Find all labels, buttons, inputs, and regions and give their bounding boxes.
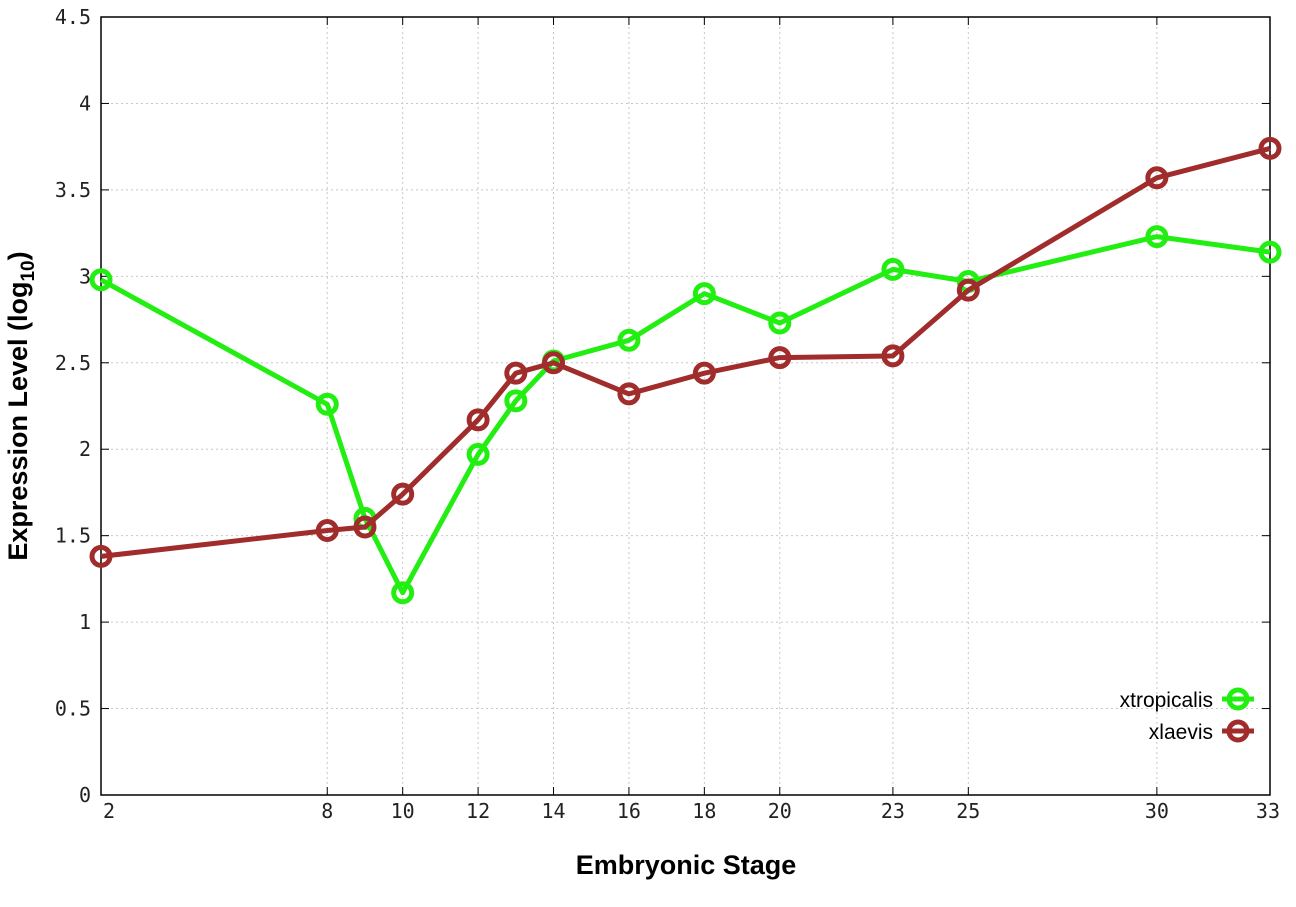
data-point [391,482,415,506]
x-tick-label: 16 [617,799,641,823]
series-line [100,145,1271,559]
x-tick-label: 23 [881,799,905,823]
data-point [617,382,641,406]
data-point [542,351,566,375]
y-tick-label: 1 [79,610,91,634]
data-point [466,408,490,432]
legend-marker-sample [1226,719,1250,743]
y-tick-label: 4 [79,91,91,115]
y-tick-label: 2 [79,437,91,461]
grid-lines [101,17,1270,795]
data-point [504,389,528,413]
y-tick-label: 3.5 [55,178,91,202]
x-tick-label: 18 [692,799,716,823]
y-tick-label: 4.5 [55,5,91,29]
legend-label: xlaevis [1149,721,1213,744]
data-point [504,361,528,385]
axis-ticks: 0 0.5 1 1.5 2 2.5 3 3.5 4 4.5 2 8 10 12 14 16 18 20 23 25 30… [55,5,1280,823]
data-point [881,257,905,281]
y-axis-title-main: Expression Level (log [3,282,33,561]
data-point [1145,225,1169,249]
x-tick-label: 8 [321,799,333,823]
x-tick-label: 10 [391,799,415,823]
y-axis-title-subscript: 10 [18,260,39,281]
series-xlaevis [89,136,1282,568]
data-point [353,515,377,539]
y-axis-title-close: ) [3,251,33,260]
data-point [315,518,339,542]
x-tick-label: 12 [466,799,490,823]
data-point [881,344,905,368]
y-tick-label: 1.5 [55,524,91,548]
y-tick-label: 0 [79,783,91,807]
data-point [768,346,792,370]
series-line [99,234,1271,596]
x-axis-title: Embryonic Stage [576,850,797,880]
x-tick-label: 30 [1145,799,1169,823]
data-point [692,282,716,306]
legend-marker-sample [1226,687,1250,711]
data-point [956,278,980,302]
data-point [89,544,113,568]
legend-label: xtropicalis [1120,689,1213,712]
x-tick-label: 33 [1256,799,1280,823]
legend-entry-xtropicalis: xtropicalis [1120,687,1254,712]
data-point [692,361,716,385]
plot-area-frame [100,16,1271,796]
legend: xtropicalis xlaevis [1120,687,1254,744]
data-point [1258,136,1282,160]
data-point [89,268,113,292]
x-tick-label: 25 [956,799,980,823]
x-tick-label: 2 [103,799,115,823]
y-axis-title: Expression Level (log10) [3,251,39,560]
data-point [315,392,339,416]
data-point [1145,166,1169,190]
data-point [391,581,415,605]
y-tick-label: 2.5 [55,351,91,375]
data-point [617,328,641,352]
x-tick-label: 14 [541,799,565,823]
x-tick-label: 20 [768,799,792,823]
y-tick-label: 3 [79,264,91,288]
legend-entry-xlaevis: xlaevis [1149,719,1254,744]
data-point [768,311,792,335]
data-point [466,442,490,466]
y-tick-label: 0.5 [55,697,91,721]
series-xtropicalis [89,225,1282,605]
series-lines [89,136,1282,605]
data-point [1258,240,1282,264]
